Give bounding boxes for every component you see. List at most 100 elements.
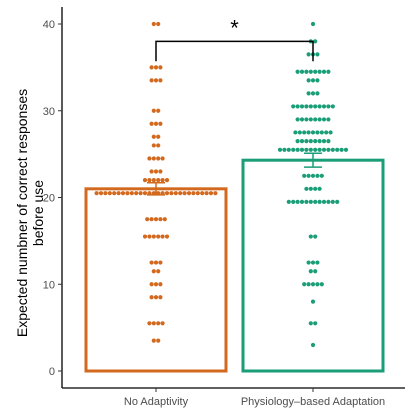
data-point — [153, 260, 159, 265]
data-point — [153, 78, 159, 83]
data-point — [313, 139, 318, 144]
axes-layer: 0 10 20 30 40 No Adaptivity Physiology–based A… — [43, 7, 405, 408]
data-point — [308, 234, 313, 239]
data-point — [306, 130, 311, 135]
y-axis-title-line-1: Expected numbner of correct responses — [14, 89, 30, 337]
data-point — [291, 147, 296, 152]
data-point — [151, 269, 156, 274]
data-point — [142, 178, 148, 183]
data-point — [149, 65, 154, 70]
y-tick-label: 40 — [43, 19, 55, 31]
data-point — [286, 199, 291, 204]
data-point — [304, 117, 309, 122]
y-tick-label: 10 — [43, 279, 55, 291]
x-tick-label: Physiology–based Adaptation — [241, 396, 385, 408]
data-point — [158, 217, 163, 222]
data-point — [156, 234, 161, 239]
data-point — [310, 130, 316, 135]
data-point — [295, 104, 300, 109]
data-point — [158, 282, 163, 287]
data-point — [313, 269, 318, 274]
data-point — [295, 139, 300, 144]
data-point — [208, 191, 214, 196]
data-point — [138, 191, 143, 196]
data-point — [107, 191, 112, 196]
y-axis-title: Expected numbner of correct responses be… — [14, 89, 46, 337]
data-point — [319, 173, 324, 178]
data-point — [315, 173, 320, 178]
data-point — [134, 191, 139, 196]
data-point — [306, 52, 311, 57]
data-point — [306, 91, 311, 96]
data-point — [304, 199, 309, 204]
data-point — [162, 217, 167, 222]
data-point — [308, 117, 313, 122]
data-point — [186, 191, 192, 196]
data-point — [156, 143, 161, 148]
data-point — [330, 199, 335, 204]
data-point — [304, 69, 309, 74]
data-point — [204, 191, 209, 196]
data-point — [308, 139, 313, 144]
data-point — [295, 147, 300, 152]
data-point — [317, 199, 322, 204]
data-point — [158, 169, 163, 174]
data-point — [310, 299, 316, 304]
data-point — [282, 147, 287, 152]
data-point — [151, 338, 156, 343]
data-point — [343, 147, 349, 152]
data-point — [156, 338, 161, 343]
data-point — [315, 130, 320, 135]
data-point — [335, 199, 340, 204]
data-point — [330, 147, 335, 152]
data-point — [302, 173, 307, 178]
data-point — [302, 130, 307, 135]
data-point — [145, 217, 150, 222]
data-point — [164, 234, 170, 239]
error-bar-2 — [304, 152, 322, 168]
data-point — [164, 178, 170, 183]
data-point — [313, 321, 318, 326]
data-point — [299, 199, 305, 204]
data-point — [304, 186, 309, 191]
data-point — [295, 69, 300, 74]
data-point — [295, 199, 300, 204]
data-point — [310, 91, 316, 96]
data-point — [326, 147, 331, 152]
data-point — [317, 104, 322, 109]
data-point — [147, 156, 152, 161]
data-point — [153, 169, 159, 174]
error-bar-1 — [147, 182, 165, 196]
data-point — [156, 21, 161, 27]
data-point — [302, 282, 307, 287]
data-point — [308, 147, 313, 152]
data-point — [291, 104, 296, 109]
data-point — [321, 69, 327, 74]
data-point — [328, 130, 333, 135]
data-point — [313, 104, 318, 109]
data-point — [151, 234, 156, 239]
data-point — [315, 260, 320, 265]
data-point — [151, 178, 156, 183]
data-point — [317, 117, 322, 122]
data-point — [313, 117, 318, 122]
data-point — [315, 282, 320, 287]
data-point — [315, 91, 320, 96]
data-point — [319, 130, 324, 135]
data-point — [306, 282, 311, 287]
data-point — [156, 134, 161, 139]
data-point — [330, 104, 335, 109]
data-point — [317, 69, 322, 74]
data-point — [310, 342, 316, 348]
data-point — [313, 147, 318, 152]
data-point — [116, 191, 121, 196]
data-point — [191, 191, 196, 196]
data-point — [153, 65, 159, 70]
data-point — [160, 156, 165, 161]
y-tick-label: 30 — [43, 106, 55, 118]
data-point — [317, 186, 322, 191]
data-point — [173, 191, 178, 196]
data-point — [308, 69, 313, 74]
data-point — [308, 104, 313, 109]
data-point — [324, 130, 329, 135]
